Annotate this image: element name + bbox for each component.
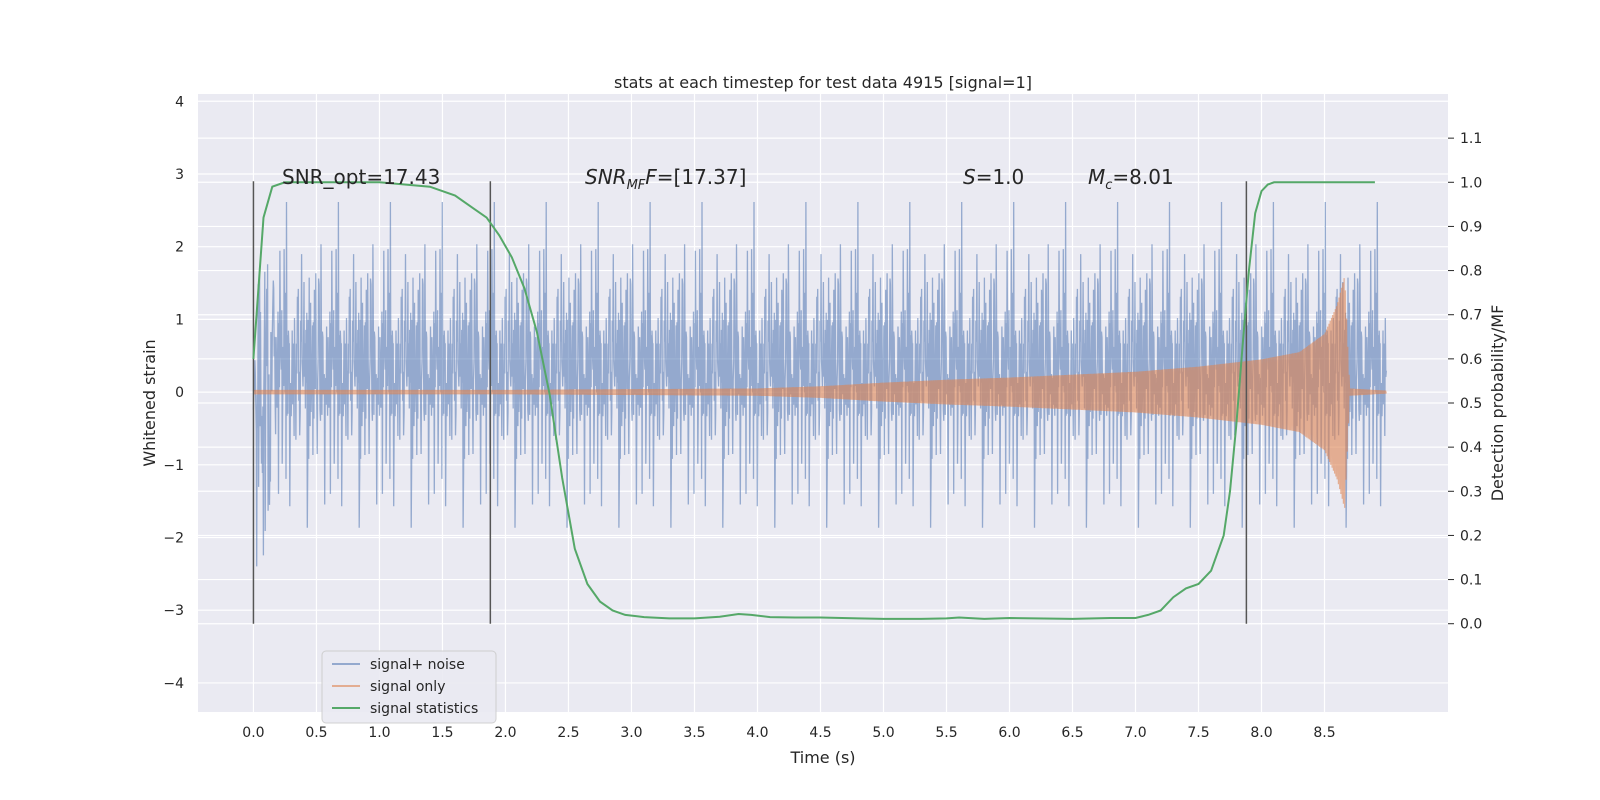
y-tick-label: −2 xyxy=(163,531,184,547)
x-tick-label: 6.5 xyxy=(1061,725,1083,741)
y2-tick-label: 0.9 xyxy=(1460,219,1482,235)
x-tick-label: 5.5 xyxy=(935,725,957,741)
y-axis-label: Whitened strain xyxy=(140,339,159,466)
annotation-mc: Mc=8.01 xyxy=(1088,165,1174,193)
x-tick-label: 8.0 xyxy=(1250,725,1272,741)
y2-tick-label: 0.0 xyxy=(1460,617,1482,633)
x-tick-label: 3.0 xyxy=(620,725,642,741)
annotation-snr-opt: SNR_opt=17.43 xyxy=(282,165,440,189)
series-signal-only xyxy=(252,278,1387,508)
annotation-snr-mf-value: =[17.37] xyxy=(657,165,747,189)
y2-tick-label: 0.1 xyxy=(1460,573,1482,589)
legend: signal+ noise signal only signal statist… xyxy=(321,650,497,724)
legend-label-stats: signal statistics xyxy=(370,701,478,717)
y2-tick-label: 0.8 xyxy=(1460,264,1482,280)
y-tick-label: 3 xyxy=(175,167,184,183)
series-signal-noise xyxy=(252,201,1387,567)
y2-tick-label: 0.5 xyxy=(1460,396,1482,412)
y2-tick-label: 1.0 xyxy=(1460,175,1482,191)
annotation-snr-mf: SNRMFF=[17.37] xyxy=(585,165,746,193)
x-tick-label: 8.5 xyxy=(1313,725,1335,741)
y2-axis-ticks: 1.1 1.0 0.9 0.8 0.7 0.6 0.5 0.4 0.3 0.2 0.1 0.0 xyxy=(1448,131,1482,633)
annotation-s-value: =1.0 xyxy=(976,165,1025,189)
y-tick-label: −1 xyxy=(163,458,184,474)
signal-trace xyxy=(252,278,1387,508)
annotation-s: S=1.0 xyxy=(963,165,1024,189)
x-tick-label: 3.5 xyxy=(683,725,705,741)
x-tick-label: 1.5 xyxy=(431,725,453,741)
x-tick-label: 7.5 xyxy=(1187,725,1209,741)
y2-tick-label: 0.6 xyxy=(1460,352,1482,368)
x-axis-ticks: 0.0 0.5 1.0 1.5 2.0 2.5 3.0 3.5 4.0 4.5 5.0 5.5 6.0 6… xyxy=(242,725,1335,741)
legend-box xyxy=(321,650,497,724)
x-axis-label: Time (s) xyxy=(789,748,855,767)
chart-title: stats at each timestep for test data 491… xyxy=(614,73,1032,92)
y-tick-label: 4 xyxy=(175,94,184,110)
x-tick-label: 4.5 xyxy=(809,725,831,741)
x-tick-label: 7.0 xyxy=(1124,725,1146,741)
legend-label-signal: signal only xyxy=(370,679,445,695)
y-axis-ticks: 4 3 2 1 0 −1 −2 −3 −4 xyxy=(163,94,184,692)
x-tick-label: 4.0 xyxy=(746,725,768,741)
x-tick-label: 0.0 xyxy=(242,725,264,741)
y2-axis-label: Detection probability/MF xyxy=(1488,305,1507,502)
series-signal-statistics xyxy=(252,181,1375,620)
y-tick-label: −4 xyxy=(163,676,184,692)
noise-trace xyxy=(252,201,1387,567)
y2-tick-label: 0.2 xyxy=(1460,528,1482,544)
legend-label-noise: signal+ noise xyxy=(370,657,465,673)
y-tick-label: −3 xyxy=(163,603,184,619)
y2-tick-label: 0.3 xyxy=(1460,484,1482,500)
x-tick-label: 2.0 xyxy=(494,725,516,741)
annotation-mc-value: =8.01 xyxy=(1112,165,1173,189)
vertical-markers xyxy=(252,181,1248,624)
y2-tick-label: 0.7 xyxy=(1460,308,1482,324)
y2-tick-label: 1.1 xyxy=(1460,131,1482,147)
x-tick-label: 0.5 xyxy=(305,725,327,741)
y-tick-label: 1 xyxy=(175,312,184,328)
y-tick-label: 0 xyxy=(175,385,184,401)
x-tick-label: 6.0 xyxy=(998,725,1020,741)
x-tick-label: 5.0 xyxy=(872,725,894,741)
y2-tick-label: 0.4 xyxy=(1460,440,1482,456)
x-tick-label: 1.0 xyxy=(368,725,390,741)
y-tick-label: 2 xyxy=(175,240,184,256)
x-tick-label: 2.5 xyxy=(557,725,579,741)
statistics-line xyxy=(252,181,1375,620)
